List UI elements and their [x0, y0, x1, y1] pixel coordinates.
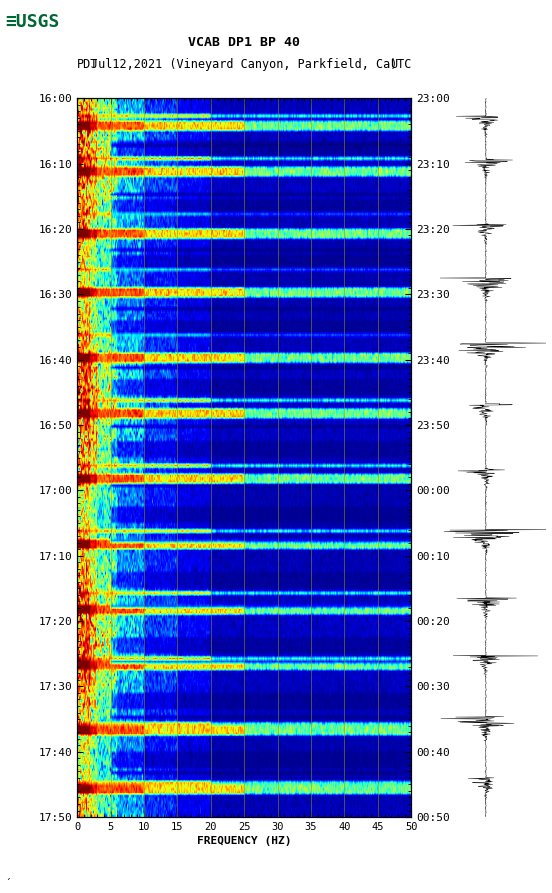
- X-axis label: FREQUENCY (HZ): FREQUENCY (HZ): [197, 836, 291, 847]
- Text: UTC: UTC: [390, 58, 411, 71]
- Text: ´: ´: [6, 879, 10, 889]
- Text: Jul12,2021 (Vineyard Canyon, Parkfield, Ca): Jul12,2021 (Vineyard Canyon, Parkfield, …: [91, 58, 397, 71]
- Text: ≡USGS: ≡USGS: [6, 13, 60, 31]
- Text: PDT: PDT: [77, 58, 99, 71]
- Text: VCAB DP1 BP 40: VCAB DP1 BP 40: [188, 36, 300, 49]
